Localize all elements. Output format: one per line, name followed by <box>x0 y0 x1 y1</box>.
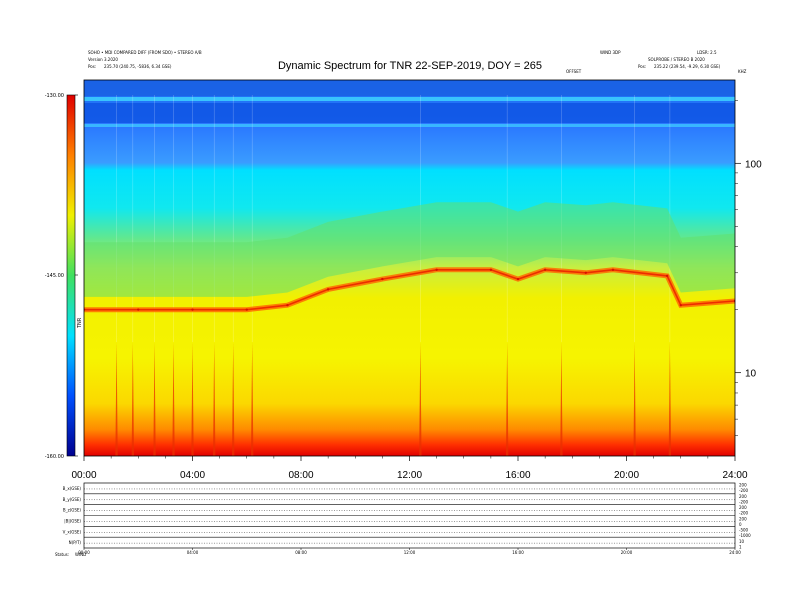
strip-row-label: B_x(GSE) <box>63 486 82 491</box>
band-point <box>191 308 194 311</box>
radio-burst <box>191 342 194 456</box>
x-tick-label: 08:00 <box>288 470 313 481</box>
band-point <box>516 277 520 281</box>
strip-right-tick-label: -1000 <box>739 533 751 538</box>
strip-row-label: B_y(GSE) <box>63 497 82 502</box>
band-point <box>286 304 289 307</box>
band-point <box>381 277 384 281</box>
y-tick-label: 100 <box>745 159 762 170</box>
header-left-line1: SOHO • MDI COMPARED DIFF (FROM SDO) • ST… <box>88 50 202 55</box>
strip-right-tick-label: 1 <box>739 545 742 550</box>
y-tick-label: 10 <box>745 369 757 380</box>
strip-row-label: B_z(GSE) <box>63 508 82 513</box>
strip-row-label: V_x(GSE) <box>63 529 82 534</box>
strip-right-tick-label: 200 <box>739 483 747 488</box>
strip-right-tick-label: -500 <box>739 528 749 533</box>
radio-burst <box>505 342 509 456</box>
strip-footer-label: Status: <box>55 552 69 557</box>
strip-time-label: 04:00 <box>187 550 199 555</box>
strip-time-label: 20:00 <box>621 550 633 555</box>
strip-right-tick-label: 0 <box>739 522 742 527</box>
strip-right-tick-label: 200 <box>739 505 747 510</box>
band-point <box>137 308 140 311</box>
radio-burst <box>231 342 235 456</box>
band-point <box>679 304 682 307</box>
radio-burst <box>115 342 118 456</box>
strip-time-label: 12:00 <box>404 550 416 555</box>
strip-right-tick-label: 200 <box>739 494 747 499</box>
strip-time-label: 16:00 <box>512 550 524 555</box>
green-boundary <box>84 202 735 297</box>
strip-row-label: N(P/T) <box>69 540 82 545</box>
strip-footer-value: WIND <box>75 552 86 557</box>
radio-burst <box>419 342 422 456</box>
header-left-pos-label: Pos: <box>88 64 97 69</box>
header-right-pos-value: 235.22 (239.54, -9.29, 6.30 GSE) <box>654 64 721 69</box>
band-point <box>489 268 493 272</box>
x-tick-label: 00:00 <box>71 470 96 481</box>
strip-right-tick-label: -200 <box>739 499 749 504</box>
low-freq-dark-band <box>84 80 735 96</box>
colorbar-tick-label: -130.00 <box>45 93 64 99</box>
strip-right-tick-label: 10 <box>739 539 745 544</box>
header-right-line1a: WIND 3DP <box>600 50 621 55</box>
x-tick-label: 20:00 <box>614 470 639 481</box>
strip-row-label: |B|(GSE) <box>64 518 81 523</box>
radio-burst <box>172 342 175 456</box>
header-left-pos-value: 235.70 (240.75, -5836, 6.34 GSE) <box>104 64 172 69</box>
radio-burst <box>213 342 216 456</box>
x-tick-label: 04:00 <box>180 470 205 481</box>
header-right-line2: SOLPROBE / STEREO B 2020 <box>648 57 705 62</box>
strip-time-label: 08:00 <box>295 550 307 555</box>
radio-burst <box>153 342 156 456</box>
radio-burst <box>250 342 254 456</box>
colorbar-tick-label: -160.00 <box>45 454 64 460</box>
header-left-line2: Version 3.2020 <box>88 57 118 62</box>
band-point <box>611 268 615 272</box>
emission-band-core <box>84 268 735 311</box>
colorbar <box>66 94 76 457</box>
header-right-pos-label: Pos: <box>638 64 647 69</box>
radio-burst <box>560 342 563 456</box>
strip-right-tick-label: -200 <box>739 488 749 493</box>
band-point <box>665 274 669 278</box>
strip-right-tick-label: -200 <box>739 511 749 516</box>
cyan-stripe-2 <box>84 124 735 127</box>
band-point <box>584 271 588 274</box>
x-tick-label: 12:00 <box>397 470 422 481</box>
band-point <box>326 288 330 291</box>
band-point <box>245 308 248 311</box>
strip-time-label: 00:00 <box>78 550 90 555</box>
dark-stripe-1 <box>84 103 735 123</box>
radio-burst <box>633 342 636 456</box>
chart-title: Dynamic Spectrum for TNR 22-SEP-2019, DO… <box>277 60 542 72</box>
colorbar-tick-label: -145.00 <box>45 273 64 279</box>
x-tick-label: 16:00 <box>505 470 530 481</box>
band-point <box>543 268 547 272</box>
header-right-line1b: LDSR: 2.5 <box>697 50 717 55</box>
strip-right-tick-label: 200 <box>739 516 747 521</box>
header-right-offset: OFFSET <box>566 69 582 74</box>
header-right-unit-tag: KHZ <box>738 69 747 74</box>
band-point <box>435 268 438 272</box>
colorbar-axis-label: TNR <box>77 317 83 329</box>
x-tick-label: 24:00 <box>722 470 747 481</box>
radio-burst <box>131 342 135 456</box>
cyan-stripe-1 <box>84 97 735 101</box>
strip-time-label: 24:00 <box>729 550 741 555</box>
radio-burst <box>668 342 672 456</box>
